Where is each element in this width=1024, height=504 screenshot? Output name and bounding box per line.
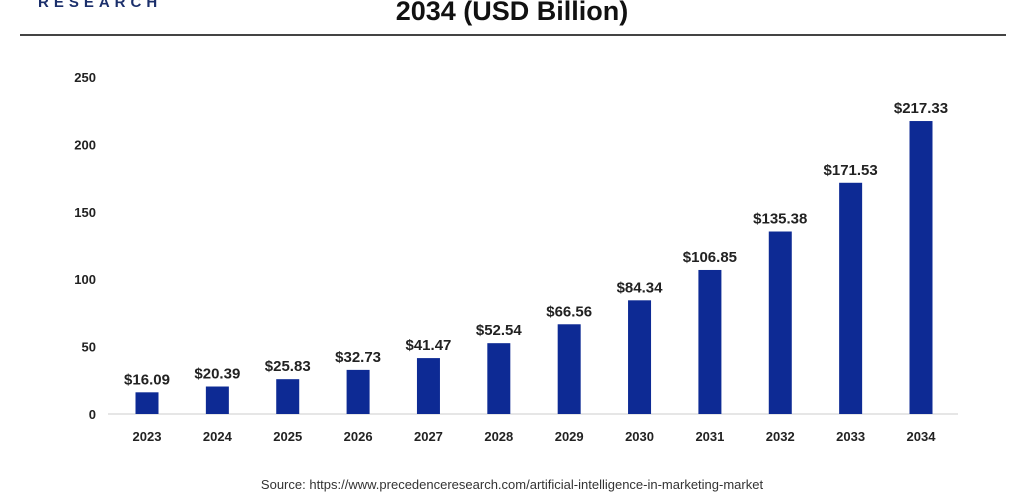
- data-label: $106.85: [683, 249, 737, 266]
- y-tick-label: 150: [74, 205, 96, 220]
- source-caption: Source: https://www.precedenceresearch.c…: [260, 477, 764, 492]
- data-label: $41.47: [406, 337, 452, 354]
- x-tick-label: 2026: [344, 429, 373, 444]
- x-tick-label: 2030: [625, 429, 654, 444]
- bar: [276, 379, 300, 414]
- header-divider: [20, 34, 1006, 36]
- data-label: $84.34: [617, 279, 664, 296]
- bar: [416, 358, 440, 414]
- bar: [698, 269, 722, 414]
- data-label: $217.33: [894, 100, 948, 117]
- bar: [346, 369, 370, 414]
- data-label: $20.39: [194, 366, 240, 383]
- bar: [557, 324, 581, 414]
- data-label: $25.83: [265, 358, 311, 375]
- x-tick-label: 2034: [907, 429, 937, 444]
- data-label: $32.73: [335, 349, 381, 366]
- data-label: $171.53: [824, 162, 878, 179]
- y-tick-label: 0: [89, 407, 96, 422]
- data-label: $52.54: [476, 322, 523, 339]
- x-tick-label: 2029: [555, 429, 584, 444]
- chart-title: 2034 (USD Billion): [395, 0, 629, 26]
- bar: [839, 182, 863, 414]
- brand-wordmark: RESEARCH: [38, 0, 163, 11]
- y-tick-label: 250: [74, 70, 96, 85]
- x-tick-label: 2031: [695, 429, 724, 444]
- y-tick-label: 100: [74, 272, 96, 287]
- x-tick-label: 2032: [766, 429, 795, 444]
- x-tick-label: 2033: [836, 429, 865, 444]
- bar: [909, 121, 933, 415]
- x-tick-label: 2025: [273, 429, 302, 444]
- data-label: $135.38: [753, 211, 807, 228]
- bar: [768, 231, 792, 414]
- bar: [628, 300, 652, 414]
- x-tick-label: 2027: [414, 429, 443, 444]
- bar-chart: 0 50 100 150 200 250 $16.09 2023 $20.39 2024 $25.8…: [74, 70, 958, 444]
- bar: [205, 386, 229, 414]
- x-tick-label: 2023: [133, 429, 162, 444]
- x-tick-label: 2028: [484, 429, 513, 444]
- bar: [487, 343, 511, 414]
- y-tick-label: 50: [82, 340, 96, 355]
- data-label: $66.56: [546, 303, 592, 320]
- x-tick-label: 2024: [203, 429, 233, 444]
- y-tick-label: 200: [74, 137, 96, 152]
- data-label: $16.09: [124, 371, 170, 388]
- bar: [135, 392, 159, 414]
